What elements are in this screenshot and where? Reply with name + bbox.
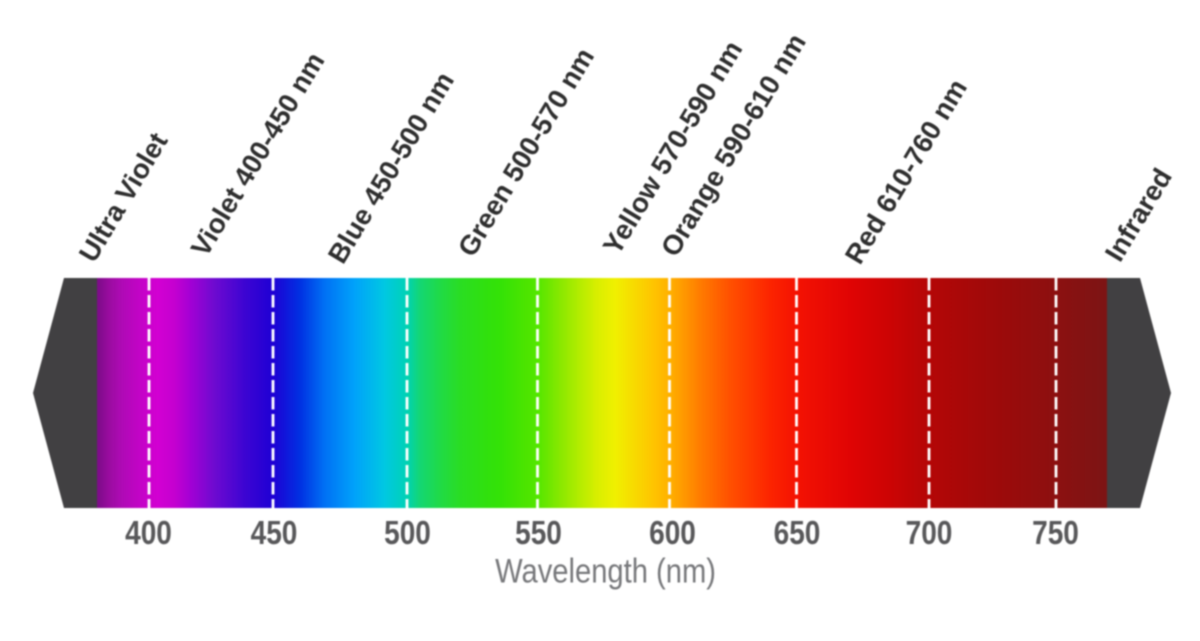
svg-text:Red 610-760 nm: Red 610-760 nm [839, 74, 973, 269]
svg-text:Green 500-570 nm: Green 500-570 nm [452, 43, 601, 262]
svg-text:Infrared: Infrared [1099, 163, 1178, 267]
svg-text:Blue 450-500 nm: Blue 450-500 nm [322, 67, 460, 269]
svg-text:650: 650 [774, 515, 821, 552]
svg-text:600: 600 [649, 515, 696, 552]
svg-text:Ultra Violet: Ultra Violet [73, 127, 174, 267]
svg-text:400: 400 [125, 515, 172, 552]
svg-text:750: 750 [1032, 515, 1079, 552]
svg-text:550: 550 [515, 515, 562, 552]
svg-text:500: 500 [384, 515, 431, 552]
svg-text:700: 700 [906, 515, 953, 552]
svg-text:450: 450 [251, 515, 298, 552]
svg-text:Wavelength (nm): Wavelength (nm) [495, 551, 716, 590]
svg-text:Violet 400-450 nm: Violet 400-450 nm [185, 47, 331, 262]
